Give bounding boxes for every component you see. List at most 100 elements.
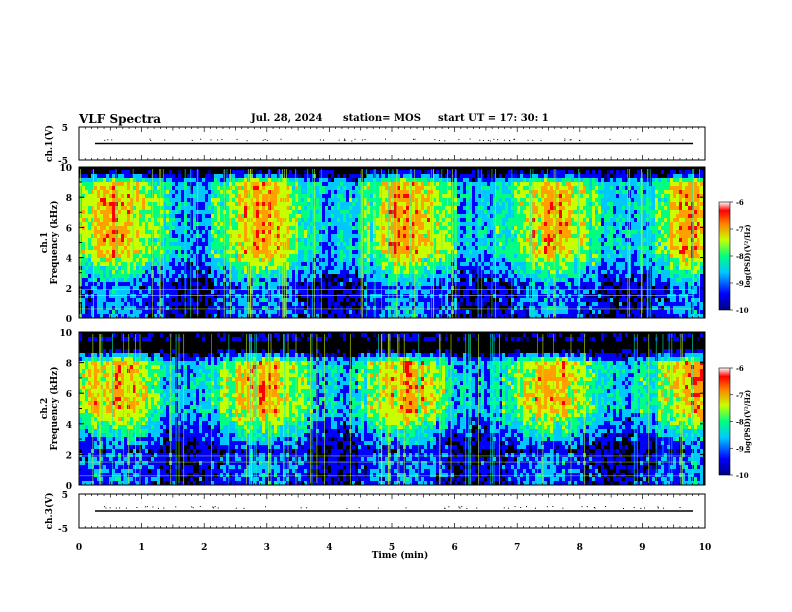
ch1-spec-cell bbox=[337, 286, 340, 290]
ch1-spec-cell bbox=[460, 246, 463, 250]
ch1-spec-cell bbox=[424, 310, 427, 314]
ch1-spec-cell bbox=[625, 242, 628, 246]
ch1-spec-cell bbox=[571, 226, 574, 230]
ch1-spec-cell bbox=[298, 282, 301, 286]
ch1-spec-cell bbox=[481, 290, 484, 294]
ch1-spec-cell bbox=[160, 258, 163, 262]
ch1-spec-cell bbox=[388, 310, 391, 314]
ch1-spec-cell bbox=[181, 302, 184, 306]
ch1-spec-cell bbox=[232, 306, 235, 310]
ch1-spec-cell bbox=[397, 310, 400, 314]
ch1-spec-cell bbox=[583, 226, 586, 230]
ch1-spec-cell bbox=[178, 226, 181, 230]
ch1-spec-cell bbox=[190, 222, 193, 226]
ch1-spec-cell bbox=[565, 270, 568, 274]
ch1-spec-cell bbox=[301, 310, 304, 314]
ch1-spec-cell bbox=[427, 282, 430, 286]
ch1-spec-cell bbox=[250, 230, 253, 234]
ch1-spec-cell bbox=[187, 270, 190, 274]
ch1-spec-cell bbox=[244, 234, 247, 238]
ch1-spec-cell bbox=[106, 246, 109, 250]
ch1-spec-cell bbox=[349, 294, 352, 298]
ch1-spec-cell bbox=[610, 262, 613, 266]
ch1-spec-cell bbox=[598, 242, 601, 246]
ch1-spec-cell bbox=[586, 230, 589, 234]
ch1-spec-cell bbox=[604, 222, 607, 226]
ch1-spec-cell bbox=[298, 262, 301, 266]
ch1-spec-cell bbox=[130, 238, 133, 242]
ch1-spec-cell bbox=[130, 222, 133, 226]
ch1-spec-cell bbox=[337, 310, 340, 314]
ch1-spec-cell bbox=[172, 286, 175, 290]
ch1-spec-cell bbox=[658, 242, 661, 246]
ch1-spec-cell bbox=[505, 270, 508, 274]
ch1-spec-cell bbox=[178, 218, 181, 222]
ch1-spec-cell bbox=[367, 310, 370, 314]
ch1-spec-cell bbox=[367, 234, 370, 238]
ch1-wave-ytick-label: 5 bbox=[62, 124, 68, 134]
ch1-spec-cell bbox=[514, 278, 517, 282]
ch1-spec-cell bbox=[166, 218, 169, 222]
ch1-spec-cell bbox=[385, 274, 388, 278]
ch1-spec-cell bbox=[115, 266, 118, 270]
ch1-spec-cell bbox=[295, 222, 298, 226]
ch1-spec-cell bbox=[154, 302, 157, 306]
ch1-spec-cell bbox=[568, 282, 571, 286]
ch1-spec-cell bbox=[469, 226, 472, 230]
ch1-spec-cell bbox=[241, 270, 244, 274]
ch1-spec-cell bbox=[193, 262, 196, 266]
ch1-spec-cell bbox=[697, 310, 700, 314]
ch1-spec-cell bbox=[637, 306, 640, 310]
ch1-spec-cell bbox=[598, 278, 601, 282]
ch1-spec-cell bbox=[241, 274, 244, 278]
ch1-spec-cell bbox=[211, 314, 214, 318]
ch1-spec-cell bbox=[574, 222, 577, 226]
ch1-spec-cell bbox=[514, 286, 517, 290]
ch1-spec-cell bbox=[367, 262, 370, 266]
ch1-spec-cell bbox=[601, 234, 604, 238]
ch1-spec-cell bbox=[493, 266, 496, 270]
ch1-spec-cell bbox=[202, 218, 205, 222]
ch1-spec-cell bbox=[688, 278, 691, 282]
ch1-spec-cell bbox=[445, 262, 448, 266]
ch1-spec-cell bbox=[610, 302, 613, 306]
ch1-spec-cell bbox=[604, 234, 607, 238]
ch1-spec-cell bbox=[643, 286, 646, 290]
ch1-spec-cell bbox=[682, 306, 685, 310]
ch1-spec-cell bbox=[574, 262, 577, 266]
ch1-spec-cell bbox=[166, 246, 169, 250]
ch1-spec-cell bbox=[424, 230, 427, 234]
ch1-spec-cell bbox=[286, 230, 289, 234]
ch1-spec-cell bbox=[598, 226, 601, 230]
ch1-spec-cell bbox=[514, 282, 517, 286]
ch1-spec-cell bbox=[559, 246, 562, 250]
ch1-wave-spike bbox=[266, 139, 268, 141]
ch1-spec-cell bbox=[139, 274, 142, 278]
ch1-spec-cell bbox=[523, 290, 526, 294]
ch1-spec-cell bbox=[694, 298, 697, 302]
ch1-spec-cell bbox=[271, 238, 274, 242]
ch1-spec-cell bbox=[364, 226, 367, 230]
ch1-spec-cell bbox=[592, 314, 595, 318]
ch1-spec-cell bbox=[493, 310, 496, 314]
ch1-wave-spike bbox=[414, 138, 416, 140]
ch1-spec-cell bbox=[304, 226, 307, 230]
ch1-spec-cell bbox=[652, 234, 655, 238]
ch1-spec-cell bbox=[400, 230, 403, 234]
ch1-spec-cell bbox=[211, 258, 214, 262]
ch1-spec-cell bbox=[595, 270, 598, 274]
ch1-spec-cell bbox=[565, 226, 568, 230]
ch1-spec-cell bbox=[379, 238, 382, 242]
ch1-spec-cell bbox=[427, 262, 430, 266]
ch1-spec-cell bbox=[442, 290, 445, 294]
ch1-spec-cell bbox=[562, 278, 565, 282]
ch1-spec-cell bbox=[109, 254, 112, 258]
ch1-spec-cell bbox=[127, 266, 130, 270]
ch1-spec-cell bbox=[343, 238, 346, 242]
ch1-spec-cell bbox=[220, 226, 223, 230]
ch1-spec-cell bbox=[406, 270, 409, 274]
ch1-spec-cell bbox=[148, 226, 151, 230]
ch1-spec-cell bbox=[103, 286, 106, 290]
ch1-spec-cell bbox=[358, 226, 361, 230]
ch1-spec-cell bbox=[571, 278, 574, 282]
